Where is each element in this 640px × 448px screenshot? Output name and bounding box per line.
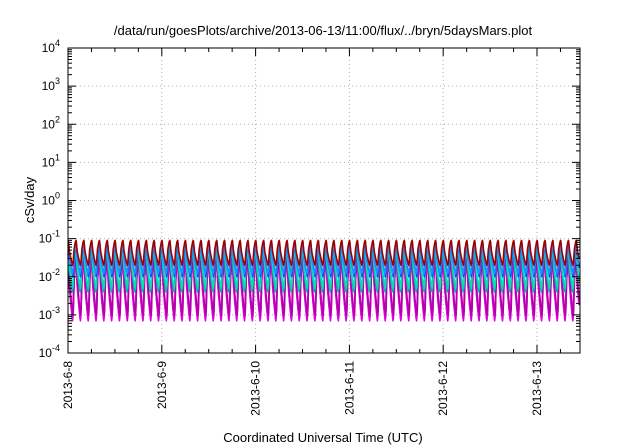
y-tick-base: 10 (42, 117, 56, 131)
y-tick-exponent: -4 (52, 343, 60, 353)
x-tick-label: 2013-6-8 (61, 361, 75, 409)
y-tick-base: 10 (39, 270, 53, 284)
y-axis-label: cSv/day (22, 176, 37, 223)
x-tick-label: 2013-6-13 (530, 361, 544, 416)
x-tick-label: 2013-6-9 (155, 361, 169, 409)
y-tick-exponent: 1 (55, 152, 60, 162)
x-tick-label: 2013-6-12 (436, 361, 450, 416)
y-tick-label: 100 (42, 191, 60, 208)
x-tick-label: 2013-6-11 (342, 361, 356, 415)
y-tick-label: 10-1 (39, 229, 60, 246)
x-axis-label: Coordinated Universal Time (UTC) (223, 430, 422, 445)
x-tick-labels: 2013-6-8 2013-6-9 2013-6-10 2013-6-11 2013-6… (61, 361, 544, 416)
y-tick-label: 101 (42, 152, 60, 169)
y-tick-label: 10-4 (39, 343, 60, 360)
y-tick-exponent: -1 (52, 229, 60, 239)
series-line (67, 239, 580, 267)
y-tick-exponent: 3 (55, 76, 60, 86)
y-tick-label: 103 (42, 76, 60, 93)
y-tick-label: 10-3 (39, 305, 60, 322)
y-tick-exponent: 0 (55, 191, 60, 201)
y-tick-base: 10 (39, 308, 53, 322)
chart-title: /data/run/goesPlots/archive/2013-06-13/1… (114, 23, 533, 38)
y-tick-exponent: -3 (52, 305, 60, 315)
y-tick-label: 102 (42, 114, 60, 131)
series-group (67, 239, 581, 322)
ticks (67, 47, 580, 354)
y-tick-exponent: 4 (55, 38, 60, 48)
y-tick-base: 10 (42, 79, 56, 93)
y-tick-base: 10 (42, 41, 56, 55)
y-tick-label: 10-2 (39, 267, 60, 284)
y-tick-label: 104 (42, 38, 60, 55)
x-tick-label: 2013-6-10 (249, 361, 263, 416)
y-tick-exponent: 2 (55, 114, 60, 124)
y-tick-base: 10 (39, 346, 53, 360)
y-tick-base: 10 (42, 155, 56, 169)
y-tick-base: 10 (39, 232, 53, 246)
y-tick-base: 10 (42, 194, 56, 208)
y-tick-exponent: -2 (52, 267, 60, 277)
